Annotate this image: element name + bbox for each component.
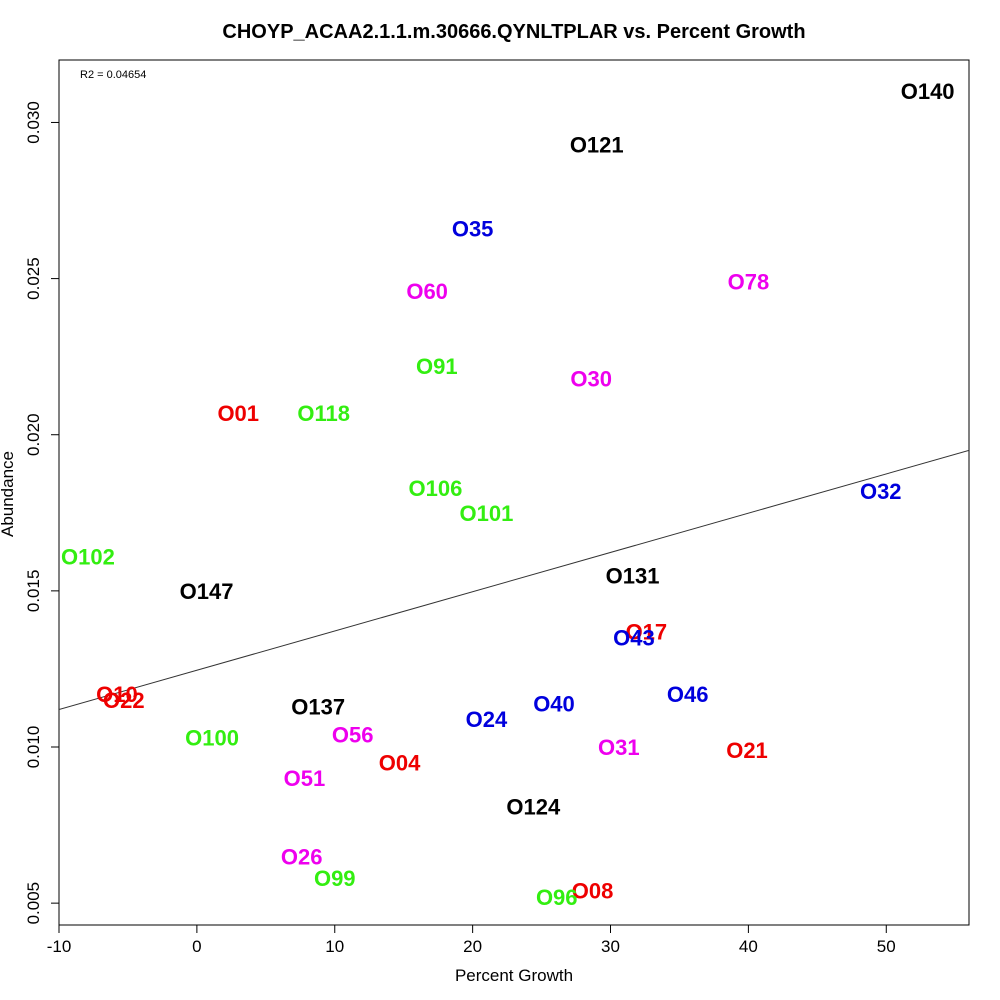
y-tick-label: 0.015 bbox=[24, 570, 43, 613]
point-label-o30: O30 bbox=[570, 367, 612, 392]
point-label-o40: O40 bbox=[533, 691, 575, 716]
point-label-o24: O24 bbox=[466, 707, 508, 732]
y-tick-label: 0.010 bbox=[24, 726, 43, 769]
point-label-o101: O101 bbox=[460, 501, 514, 526]
point-label-o137: O137 bbox=[291, 694, 345, 719]
point-label-o08: O08 bbox=[572, 879, 614, 904]
y-tick-label: 0.005 bbox=[24, 882, 43, 925]
point-label-o21: O21 bbox=[726, 738, 768, 763]
y-tick-label: 0.020 bbox=[24, 413, 43, 456]
point-label-o78: O78 bbox=[728, 270, 770, 295]
point-label-o99: O99 bbox=[314, 866, 356, 891]
point-label-o60: O60 bbox=[406, 279, 448, 304]
point-label-o102: O102 bbox=[61, 545, 115, 570]
point-label-o10: O10 bbox=[96, 682, 138, 707]
plot-area: -10 0 10 20 30 40 50 0.005 0.010 0.015 0.020 0.025 0… bbox=[24, 59, 970, 956]
x-tick-label: 20 bbox=[463, 937, 482, 956]
point-label-o140: O140 bbox=[901, 79, 955, 104]
point-label-o100: O100 bbox=[185, 726, 239, 751]
x-tick-label: 40 bbox=[739, 937, 758, 956]
point-label-o31: O31 bbox=[598, 735, 640, 760]
r2-annotation: R2 = 0.04654 bbox=[80, 69, 146, 81]
x-tick-label: 30 bbox=[601, 937, 620, 956]
x-axis-label: Percent Growth bbox=[455, 966, 573, 985]
x-tick-label: 50 bbox=[877, 937, 896, 956]
point-label-o124: O124 bbox=[506, 794, 561, 819]
point-label-o91: O91 bbox=[416, 354, 458, 379]
point-label-o51: O51 bbox=[284, 766, 326, 791]
plot-frame bbox=[58, 59, 970, 926]
point-label-o131: O131 bbox=[606, 563, 660, 588]
x-tick-label: 10 bbox=[325, 937, 344, 956]
point-label-o43: O43 bbox=[613, 626, 655, 651]
point-label-o46: O46 bbox=[667, 682, 709, 707]
chart-title: CHOYP_ACAA2.1.1.m.30666.QYNLTPLAR vs. Pe… bbox=[222, 21, 805, 43]
point-label-o26: O26 bbox=[281, 844, 323, 869]
regression-line bbox=[59, 449, 969, 711]
point-label-o32: O32 bbox=[860, 479, 902, 504]
point-label-o106: O106 bbox=[408, 476, 462, 501]
y-tick-label: 0.030 bbox=[24, 101, 43, 144]
point-label-o22: O22 bbox=[103, 688, 145, 713]
x-tick-label: 0 bbox=[192, 937, 201, 956]
point-label-o17: O17 bbox=[626, 619, 668, 644]
y-axis-label: Abundance bbox=[0, 451, 17, 537]
x-tick-label: -10 bbox=[47, 937, 72, 956]
point-label-o147: O147 bbox=[180, 579, 234, 604]
point-label-o121: O121 bbox=[570, 132, 624, 157]
point-label-o56: O56 bbox=[332, 723, 374, 748]
point-label-o96: O96 bbox=[536, 885, 578, 910]
point-label-o118: O118 bbox=[297, 401, 350, 426]
point-label-o01: O01 bbox=[217, 401, 259, 426]
point-label-o35: O35 bbox=[452, 217, 494, 242]
y-tick-label: 0.025 bbox=[24, 257, 43, 300]
point-label-o04: O04 bbox=[379, 751, 421, 776]
